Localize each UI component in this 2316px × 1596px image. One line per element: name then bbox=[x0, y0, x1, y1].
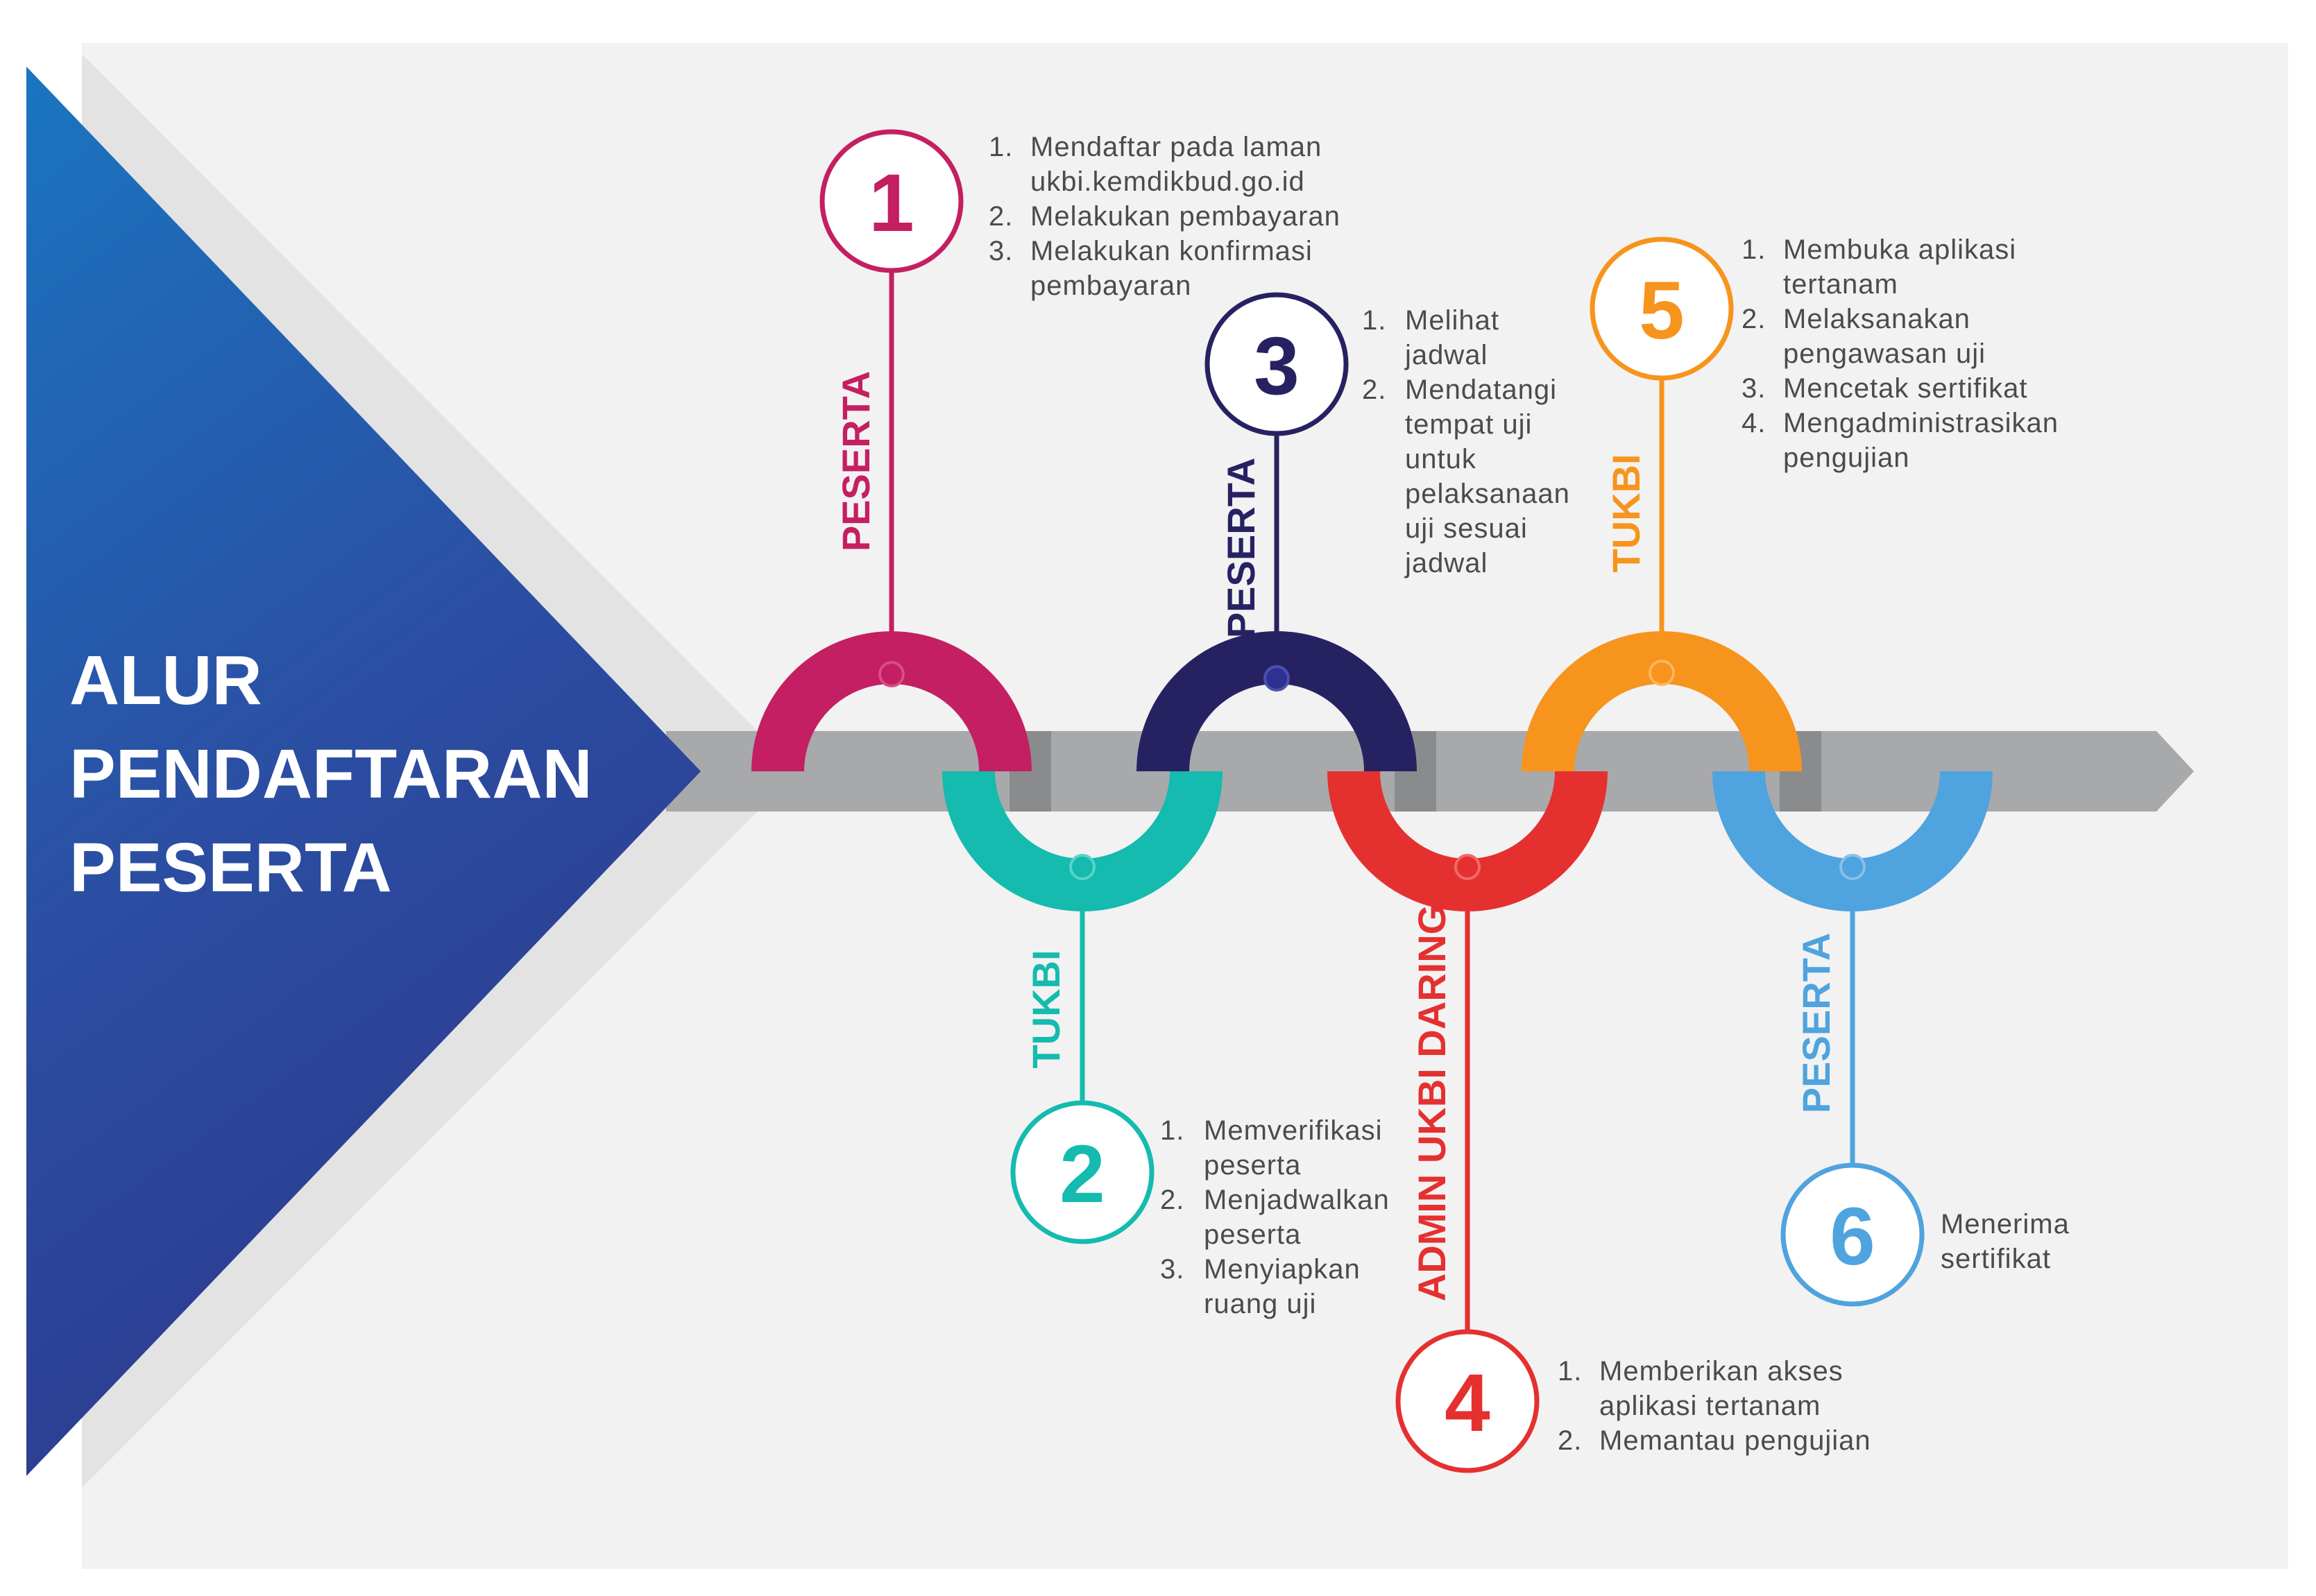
step-2-role: TUKBI bbox=[1024, 950, 1068, 1068]
step-2-item-1-line-1: Memverifikasi bbox=[1204, 1115, 1382, 1146]
step-3-number: 3 bbox=[1254, 320, 1300, 412]
step-5-item-1-num: 1. bbox=[1742, 234, 1766, 265]
step-5-circle bbox=[1590, 237, 1734, 381]
step-4-list: 1. Memberikan akses aplikasi tertanam 2.… bbox=[1558, 1356, 1871, 1456]
title-triangle bbox=[26, 67, 701, 1476]
step-1-number: 1 bbox=[869, 157, 914, 249]
title-line-2: PENDAFTARAN bbox=[69, 735, 593, 813]
step-4-role: ADMIN UKBI DARING bbox=[1410, 904, 1454, 1301]
step-2-item-1-num: 1. bbox=[1160, 1115, 1184, 1146]
step-4-item-2-num: 2. bbox=[1558, 1425, 1582, 1456]
step-4-item-1-line-1: Memberikan akses bbox=[1599, 1356, 1844, 1387]
title-line-1: ALUR bbox=[69, 642, 262, 719]
step-5-number: 5 bbox=[1639, 265, 1685, 357]
step-1-item-2-line-1: Melakukan pembayaran bbox=[1030, 201, 1340, 232]
step-5: 5 TUKBI 1. Membuka aplikasi tertanam 2. … bbox=[1522, 234, 2059, 772]
step-6-item-1-line-2: sertifikat bbox=[1941, 1244, 2051, 1274]
step-3-circle bbox=[1204, 292, 1349, 436]
step-2-item-3-line-1: Menyiapkan bbox=[1204, 1254, 1361, 1285]
step-6-list: Menerima sertifikat bbox=[1941, 1209, 2070, 1274]
step-5-role: TUKBI bbox=[1604, 454, 1648, 572]
step-2-circle bbox=[1010, 1100, 1155, 1244]
step-2-number: 2 bbox=[1059, 1129, 1105, 1220]
step-1-item-2-num: 2. bbox=[989, 201, 1013, 232]
step-3-node-dot bbox=[1263, 665, 1290, 692]
step-1-item-3-line-1: Melakukan konfirmasi bbox=[1030, 236, 1313, 266]
step-6-number: 6 bbox=[1830, 1191, 1875, 1282]
step-3-item-2-num: 2. bbox=[1362, 375, 1386, 405]
step-2-list: 1. Memverifikasi peserta 2. Menjadwalkan… bbox=[1160, 1115, 1390, 1319]
step-3-item-1-line-1: Melihat bbox=[1405, 305, 1499, 336]
step-5-item-3-num: 3. bbox=[1742, 373, 1766, 404]
step-6-node-dot bbox=[1839, 854, 1866, 880]
step-5-item-4-line-1: Mengadministrasikan bbox=[1783, 408, 2059, 438]
step-4-item-1-line-2: aplikasi tertanam bbox=[1599, 1391, 1821, 1421]
step-5-list: 1. Membuka aplikasi tertanam 2. Melaksan… bbox=[1742, 234, 2059, 473]
step-4-item-1-num: 1. bbox=[1558, 1356, 1582, 1387]
step-5-item-2-line-2: pengawasan uji bbox=[1783, 338, 1986, 369]
step-2-item-2-num: 2. bbox=[1160, 1185, 1184, 1215]
step-3: 3 PESERTA 1. Melihat jadwal 2. Mendatang… bbox=[1136, 292, 1570, 772]
step-4-item-2-line-1: Memantau pengujian bbox=[1599, 1425, 1871, 1456]
step-6-item-1-line-1: Menerima bbox=[1941, 1209, 2070, 1239]
step-1-item-3-num: 3. bbox=[989, 236, 1013, 266]
step-2-item-2-line-1: Menjadwalkan bbox=[1204, 1185, 1390, 1215]
step-4-circle bbox=[1395, 1329, 1540, 1473]
step-3-item-2-line-3: untuk bbox=[1405, 444, 1476, 474]
step-1-role: PESERTA bbox=[834, 371, 878, 551]
step-1-node-dot bbox=[878, 661, 905, 687]
step-1-item-3-line-2: pembayaran bbox=[1030, 271, 1191, 301]
step-2-item-3-num: 3. bbox=[1160, 1254, 1184, 1285]
step-3-item-2-line-4: pelaksanaan bbox=[1405, 479, 1570, 509]
step-1-item-1-line-1: Mendaftar pada laman bbox=[1030, 132, 1322, 162]
step-5-item-2-line-1: Melaksanakan bbox=[1783, 304, 1970, 334]
step-6: 6 PESERTA Menerima sertifikat bbox=[1712, 771, 2070, 1307]
step-2: 2 TUKBI 1. Memverifikasi peserta 2. Menj… bbox=[942, 771, 1390, 1319]
step-2-node-dot bbox=[1069, 854, 1096, 880]
step-5-item-2-num: 2. bbox=[1742, 304, 1766, 334]
step-2-item-2-line-2: peserta bbox=[1204, 1219, 1301, 1250]
step-3-item-2-line-5: uji sesuai bbox=[1405, 513, 1528, 544]
step-1: 1 PESERTA 1. Mendaftar pada laman ukbi.k… bbox=[751, 129, 1340, 772]
title-line-3: PESERTA bbox=[69, 829, 392, 907]
step-4: 4 ADMIN UKBI DARING 1. Memberikan akses … bbox=[1327, 771, 1871, 1473]
step-1-list: 1. Mendaftar pada laman ukbi.kemdikbud.g… bbox=[989, 132, 1340, 301]
step-5-item-4-num: 4. bbox=[1742, 408, 1766, 438]
step-5-item-4-line-2: pengujian bbox=[1783, 443, 1910, 473]
step-6-circle bbox=[1780, 1162, 1925, 1307]
step-4-number: 4 bbox=[1445, 1357, 1490, 1449]
step-5-item-3-line-1: Mencetak sertifikat bbox=[1783, 373, 2027, 404]
step-3-item-2-line-2: tempat uji bbox=[1405, 409, 1532, 440]
step-3-item-2-line-1: Mendatangi bbox=[1405, 375, 1557, 405]
step-1-circle bbox=[819, 129, 964, 273]
step-5-item-1-line-1: Membuka aplikasi bbox=[1783, 234, 2016, 265]
diagram-title: ALUR PENDAFTARAN PESERTA bbox=[69, 642, 595, 907]
step-3-item-1-num: 1. bbox=[1362, 305, 1386, 336]
step-6-role: PESERTA bbox=[1794, 933, 1838, 1113]
step-1-item-1-num: 1. bbox=[989, 132, 1013, 162]
step-5-node-dot bbox=[1649, 660, 1675, 686]
step-3-item-1-line-2: jadwal bbox=[1404, 340, 1488, 370]
step-2-item-3-line-2: ruang uji bbox=[1204, 1289, 1316, 1319]
step-3-list: 1. Melihat jadwal 2. Mendatangi tempat u… bbox=[1362, 305, 1570, 578]
step-4-node-dot bbox=[1454, 854, 1481, 880]
step-1-item-1-line-2: ukbi.kemdikbud.go.id bbox=[1030, 166, 1305, 197]
step-3-item-2-line-6: jadwal bbox=[1404, 548, 1488, 578]
step-3-role: PESERTA bbox=[1219, 458, 1263, 638]
step-5-item-1-line-2: tertanam bbox=[1783, 269, 1898, 300]
step-2-item-1-line-2: peserta bbox=[1204, 1150, 1301, 1181]
